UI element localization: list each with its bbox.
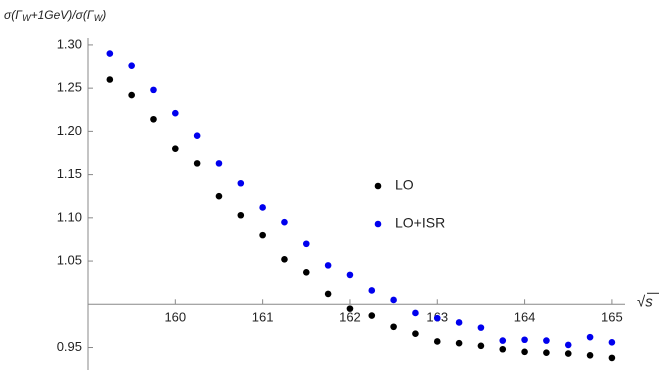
y-tick-label: 1.20 [57,123,82,138]
point [390,296,397,304]
y-axis-label: σ(ΓW+1GeV)/σ(ΓW) [4,8,106,23]
point [150,115,157,123]
point [412,309,419,317]
point [521,336,528,344]
point [150,86,157,94]
point [281,256,288,263]
point [477,324,485,331]
point [302,240,310,248]
point [433,314,441,322]
point [281,218,288,226]
point [564,350,572,357]
point [368,287,376,294]
point [499,345,507,353]
point [193,132,201,139]
point [608,354,616,362]
point [543,337,550,344]
point [477,342,485,350]
legend-label: LO [395,177,414,193]
point [368,312,376,319]
point [324,262,332,269]
y-tick-label: 1.15 [57,166,82,181]
point [346,305,354,312]
point [586,333,594,341]
y-tick-label: 1.05 [57,253,82,268]
x-tick-label: 161 [252,310,274,325]
point [215,192,223,200]
point [128,91,135,99]
point [193,160,201,167]
point [215,160,223,167]
y-tick-label: 1.10 [57,209,82,224]
point [455,319,463,326]
x-tick-label: 160 [164,310,186,325]
y-tick-label: 1.25 [57,80,82,95]
y-tick-label: 1.30 [57,36,82,51]
point [412,330,419,337]
point [106,50,114,57]
point [237,179,245,187]
point [106,76,114,83]
point [608,339,616,346]
point [324,290,332,298]
point [259,231,266,239]
legend-label: LO+ISR [395,215,445,231]
point [172,145,179,152]
x-tick-label: 165 [601,310,623,325]
point [172,109,179,117]
point [346,271,354,279]
point [455,339,463,347]
point [433,338,441,345]
x-axis-label: √s [637,293,653,310]
point [390,323,397,331]
legend-marker [374,220,382,228]
point [499,337,507,344]
y-tick-label: 0.95 [57,339,82,354]
point [586,352,594,359]
point [564,341,572,349]
point [128,62,135,69]
point [302,269,310,276]
legend-marker [374,182,382,190]
point [543,349,550,357]
point [237,211,245,219]
x-tick-label: 164 [514,310,536,325]
x-tick-label: 162 [339,310,361,325]
point [259,204,266,211]
point [521,348,528,356]
